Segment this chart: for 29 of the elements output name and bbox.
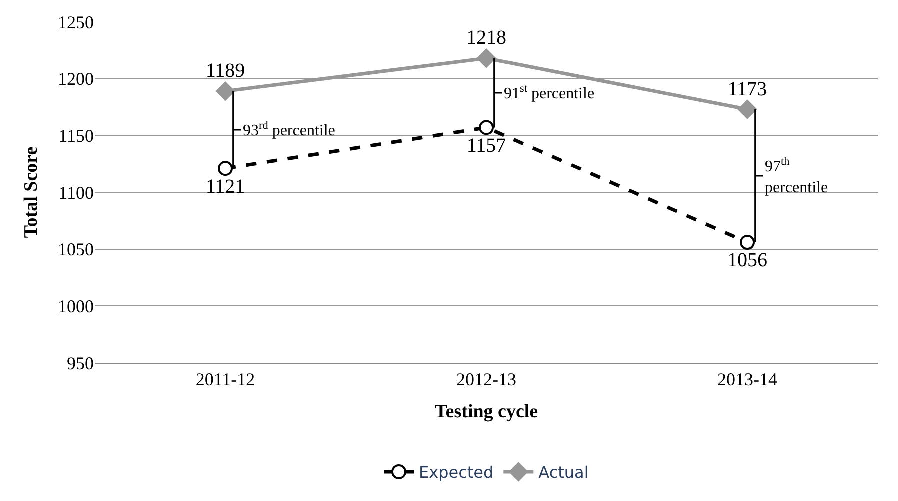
x-tick-label: 2013-14 bbox=[718, 370, 778, 390]
data-label: 1173 bbox=[728, 78, 768, 100]
y-axis-title: Total Score bbox=[20, 146, 42, 238]
data-label: 1121 bbox=[206, 176, 246, 198]
point bbox=[477, 48, 496, 68]
x-axis-title: Testing cycle bbox=[434, 401, 538, 422]
y-tick-label: 1200 bbox=[58, 69, 94, 90]
data-label: 1218 bbox=[466, 27, 506, 50]
annotation: 97$^{th}$ percentile bbox=[765, 156, 828, 197]
y-tick-label: 1150 bbox=[58, 126, 94, 146]
point bbox=[738, 100, 757, 119]
point bbox=[740, 235, 755, 250]
x-tick-label: 2011-12 bbox=[196, 370, 256, 390]
data-label: 1056 bbox=[728, 250, 768, 272]
point bbox=[479, 120, 494, 136]
legend-label: Actual bbox=[538, 463, 589, 482]
y-tick-label: 1000 bbox=[58, 296, 94, 316]
point bbox=[216, 82, 235, 101]
y-tick-label: 950 bbox=[67, 353, 94, 374]
annotation: 93$^{rd}$ percentile bbox=[243, 120, 336, 140]
x-tick-label: 2012-13 bbox=[456, 370, 516, 390]
legend-label: Expected bbox=[419, 463, 494, 482]
y-tick-label: 1100 bbox=[58, 182, 94, 203]
y-tick-label: 1050 bbox=[58, 240, 94, 260]
data-label: 1189 bbox=[206, 60, 246, 82]
data-label: 1157 bbox=[466, 134, 506, 157]
point bbox=[218, 161, 233, 176]
y-tick-label: 1250 bbox=[58, 12, 94, 32]
annotation: 91$^{st}$ percentile bbox=[504, 83, 595, 103]
